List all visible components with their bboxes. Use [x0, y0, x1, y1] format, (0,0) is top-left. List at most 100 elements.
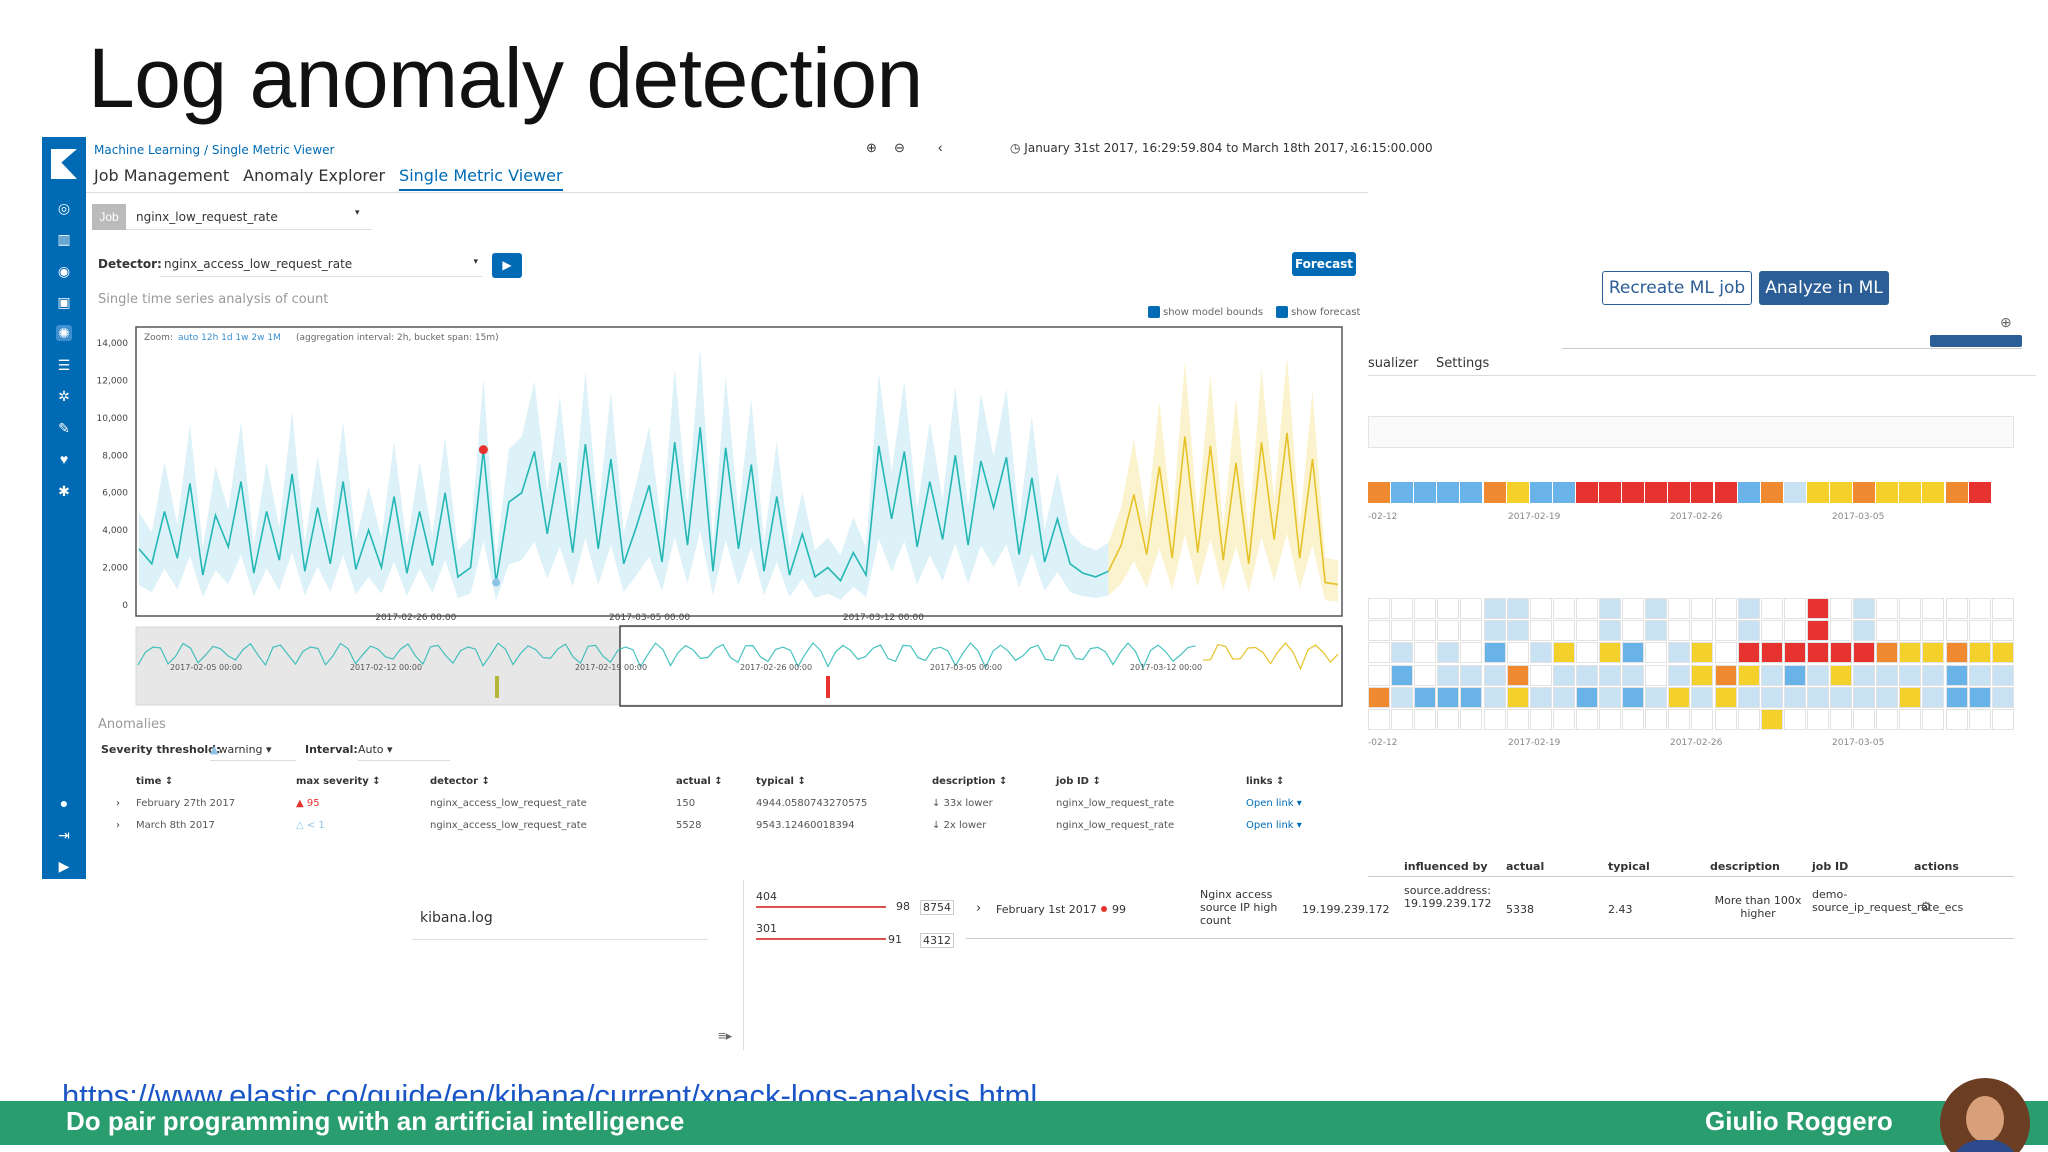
grid-cell[interactable]: [1391, 686, 1414, 708]
grid-cell[interactable]: [1714, 598, 1737, 619]
grid-cell[interactable]: [1922, 686, 1945, 708]
grid-cell[interactable]: [1552, 598, 1575, 619]
tab-single-metric-viewer[interactable]: Single Metric Viewer: [399, 166, 563, 191]
visualize-icon[interactable]: ▥: [57, 231, 71, 247]
grid-cell[interactable]: [1437, 664, 1460, 686]
tab-job-management[interactable]: Job Management: [94, 166, 230, 185]
tab-anomaly-explorer[interactable]: Anomaly Explorer: [243, 166, 386, 185]
grid-cell[interactable]: [1853, 620, 1876, 642]
swimlane-cell[interactable]: [1437, 482, 1460, 503]
grid-cell[interactable]: [1645, 642, 1668, 664]
grid-cell[interactable]: [1991, 642, 2014, 664]
grid-cell[interactable]: [1783, 642, 1806, 664]
breadcrumb-smv[interactable]: Single Metric Viewer: [211, 143, 335, 157]
grid-cell[interactable]: [1968, 686, 1991, 708]
grid-cell[interactable]: [1714, 709, 1737, 730]
grid-cell[interactable]: [1575, 686, 1598, 708]
grid-cell[interactable]: [1945, 686, 1968, 708]
th-links[interactable]: links ↕: [1246, 776, 1285, 787]
grid-cell[interactable]: [1783, 686, 1806, 708]
grid-cell[interactable]: [1876, 709, 1899, 730]
grid-cell[interactable]: [1622, 598, 1645, 619]
grid-cell[interactable]: [1783, 598, 1806, 619]
grid-cell[interactable]: [1645, 686, 1668, 708]
grid-cell[interactable]: [1483, 709, 1506, 730]
grid-cell[interactable]: [1991, 598, 2014, 619]
grid-cell[interactable]: [1483, 664, 1506, 686]
grid-cell[interactable]: [1368, 709, 1390, 730]
grid-cell[interactable]: [1760, 686, 1783, 708]
grid-cell[interactable]: [1991, 664, 2014, 686]
grid-cell[interactable]: [1622, 664, 1645, 686]
grid-cell[interactable]: [1876, 598, 1899, 619]
monitoring-icon[interactable]: ♥: [59, 451, 69, 467]
grid-cell[interactable]: [1691, 620, 1714, 642]
swimlane-cell[interactable]: [1737, 482, 1760, 503]
grid-cell[interactable]: [1645, 620, 1668, 642]
ml-icon[interactable]: ✺: [56, 325, 72, 341]
grid-cell[interactable]: [1899, 642, 1922, 664]
grid-cell[interactable]: [1830, 664, 1852, 686]
swimlane-cell[interactable]: [1668, 482, 1691, 503]
grid-cell[interactable]: [1691, 709, 1714, 730]
grid-cell[interactable]: [1506, 598, 1529, 619]
grid-cell[interactable]: [1691, 598, 1714, 619]
grid-cell[interactable]: [1506, 620, 1529, 642]
grid-cell[interactable]: [1506, 642, 1529, 664]
grid-cell[interactable]: [1945, 664, 1968, 686]
grid-cell[interactable]: [1391, 664, 1414, 686]
grid-cell[interactable]: [1737, 620, 1760, 642]
devtools-icon[interactable]: ✎: [58, 420, 70, 436]
grid-cell[interactable]: [1599, 686, 1621, 708]
expand-icon[interactable]: ≡▸: [718, 1028, 733, 1043]
grid-cell[interactable]: [1599, 709, 1621, 730]
grid-cell[interactable]: [1783, 709, 1806, 730]
grid-cell[interactable]: [1737, 598, 1760, 619]
grid-cell[interactable]: [1414, 686, 1437, 708]
collapse-icon[interactable]: ▶: [58, 858, 70, 874]
swimlane-cell[interactable]: [1391, 482, 1414, 503]
grid-cell[interactable]: [1506, 686, 1529, 708]
grid-cell[interactable]: [1668, 686, 1691, 708]
grid-cell[interactable]: [1806, 709, 1829, 730]
grid-cell[interactable]: [1668, 664, 1691, 686]
th-typical[interactable]: typical ↕: [756, 776, 806, 787]
grid-cell[interactable]: [1853, 642, 1876, 664]
grid-cell[interactable]: [1575, 620, 1598, 642]
grid-cell[interactable]: [1876, 620, 1899, 642]
grid-cell[interactable]: [1437, 642, 1460, 664]
grid-cell[interactable]: [1783, 620, 1806, 642]
grid-cell[interactable]: [1368, 642, 1390, 664]
th-job-ID[interactable]: job ID ↕: [1056, 776, 1101, 787]
grid-cell[interactable]: [1691, 642, 1714, 664]
grid-cell[interactable]: [1876, 664, 1899, 686]
tab-visualizer[interactable]: sualizer: [1368, 356, 1419, 371]
zoom-options[interactable]: auto 12h 1d 1w 2w 1M: [178, 333, 281, 343]
management-icon[interactable]: ✱: [58, 483, 70, 499]
grid-cell[interactable]: [1506, 664, 1529, 686]
grid-cell[interactable]: [1368, 598, 1390, 619]
grid-cell[interactable]: [1575, 664, 1598, 686]
grid-cell[interactable]: [1645, 664, 1668, 686]
grid-cell[interactable]: [1968, 664, 1991, 686]
grid-cell[interactable]: [1806, 686, 1829, 708]
grid-cell[interactable]: [1968, 620, 1991, 642]
grid-cell[interactable]: [1437, 620, 1460, 642]
swimlane-cell[interactable]: [1922, 482, 1945, 503]
grid-cell[interactable]: [1622, 620, 1645, 642]
grid-cell[interactable]: [1876, 686, 1899, 708]
swimlane-cell[interactable]: [1529, 482, 1552, 503]
swimlane-cell[interactable]: [1806, 482, 1829, 503]
show-forecast-toggle[interactable]: show forecast: [1276, 306, 1360, 318]
grid-cell[interactable]: [1460, 664, 1483, 686]
forecast-button[interactable]: Forecast: [1292, 252, 1356, 276]
tab-settings[interactable]: Settings: [1436, 356, 1490, 371]
cell-links[interactable]: Open link ▾: [1246, 820, 1302, 831]
th-max-severity[interactable]: max severity ↕: [296, 776, 381, 787]
prev-icon[interactable]: ‹: [938, 139, 943, 155]
swimlane-cell[interactable]: [1760, 482, 1783, 503]
grid-cell[interactable]: [1460, 642, 1483, 664]
grid-cell[interactable]: [1552, 664, 1575, 686]
grid-cell[interactable]: [1899, 664, 1922, 686]
swimlane-cell[interactable]: [1945, 482, 1968, 503]
